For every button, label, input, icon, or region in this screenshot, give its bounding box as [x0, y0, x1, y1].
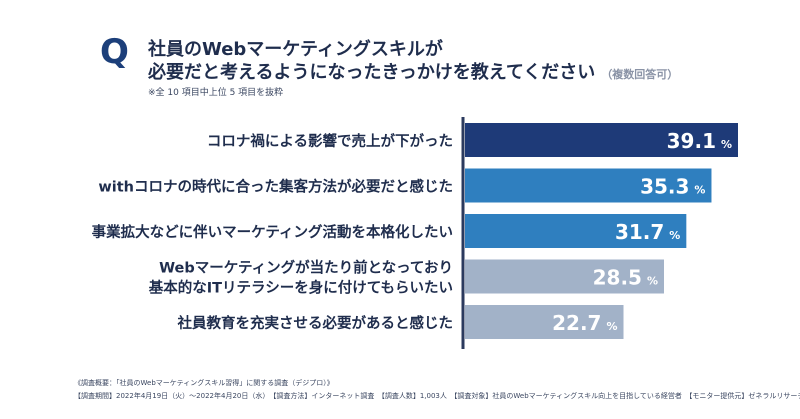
bar-2 [465, 168, 712, 203]
bar-4 [465, 259, 664, 294]
question-mark-label: Q [100, 32, 129, 72]
value-label-2: 35.3 [640, 175, 689, 199]
value-label-4: 28.5 [593, 266, 642, 290]
unit-label-3: % [669, 229, 680, 242]
category-label-2: withコロナの時代に合った集客方法が必要だと感じた [98, 178, 453, 196]
value-label-5: 22.7 [552, 311, 601, 335]
multiple-answer-note: （複数回答可） [601, 68, 679, 81]
bar-3 [465, 214, 687, 248]
title-line-2-text: 必要だと考えるようになったきっかけを教えてください [148, 62, 596, 83]
unit-label-4: % [647, 275, 658, 288]
category-label-5: 社員教育を充実させる必要があると感じた [177, 314, 454, 332]
survey-overview: 《調査概要：「社員のWebマーケティングスキル習得」に関する調査（デジプロ）》 [74, 379, 334, 387]
category-label-4-line-2: 基本的なITリテラシーを身に付けてもらいたい [148, 279, 453, 297]
bar-5 [465, 305, 624, 339]
unit-label-2: % [694, 184, 705, 197]
value-label-1: 39.1 [667, 129, 716, 153]
excerpt-note: ※全 10 項目中上位 5 項目を抜粋 [148, 88, 284, 98]
category-label-3: 事業拡大などに伴いマーケティング活動を本格化したい [92, 223, 453, 241]
title-line-1: 社員のWebマーケティングスキルが [148, 39, 443, 60]
bar-1 [465, 123, 738, 157]
title-line-2: 必要だと考えるようになったきっかけを教えてください （複数回答可） [148, 58, 678, 84]
unit-label-1: % [721, 138, 732, 151]
unit-label-5: % [606, 320, 617, 333]
survey-details: 【調査期間】2022年4月19日（火）〜2022年4月20日（水） 【調査方法】… [74, 392, 800, 400]
category-label-4-line-1: Webマーケティングが当たり前となっており [159, 259, 453, 277]
category-label-1: コロナ禍による影響で売上が下がった [207, 132, 453, 150]
value-label-3: 31.7 [615, 220, 664, 244]
